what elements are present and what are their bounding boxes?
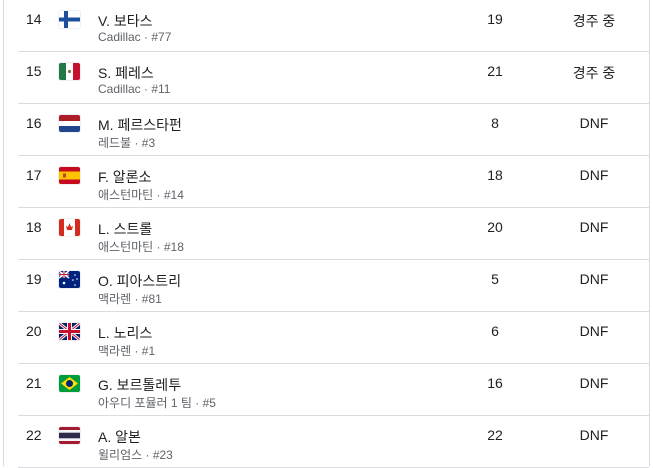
table-row[interactable]: 15 S. 페레스 Cadillac · #11 21 경주 중 xyxy=(4,52,649,104)
grid-position: 16 xyxy=(487,375,503,391)
grid-position: 20 xyxy=(487,219,503,235)
team-number: Cadillac · #77 xyxy=(98,30,172,44)
race-results-table: 14 V. 보타스 Cadillac · #77 19 경주 중 15 S. 페레… xyxy=(3,0,650,468)
race-status: DNF xyxy=(579,115,609,131)
table-row[interactable]: 21 G. 보르톨레투 아우디 포뮬러 1 팀 · #5 16 DNF xyxy=(4,364,649,416)
table-row[interactable]: 22 A. 알본 윌리엄스 · #23 22 DNF xyxy=(4,416,649,468)
table-row[interactable]: 17 F. 알론소 애스턴마틴 · #14 18 DNF xyxy=(4,156,649,208)
team-number: Cadillac · #11 xyxy=(98,82,171,96)
table-row[interactable]: 16 M. 페르스타펀 레드불 · #3 8 DNF xyxy=(4,104,649,156)
grid-position: 8 xyxy=(491,115,499,131)
uk-flag-icon xyxy=(59,323,80,340)
position: 18 xyxy=(26,219,42,235)
table-row[interactable]: 20 L. 노리스 맥라렌 · #1 6 DNF xyxy=(4,312,649,364)
mexico-flag-icon xyxy=(59,63,80,80)
finland-flag-icon xyxy=(59,11,80,28)
table-row[interactable]: 19 O. 피아스트리 맥라렌 · #81 5 DNF xyxy=(4,260,649,312)
grid-position: 18 xyxy=(487,167,503,183)
race-status: 경주 중 xyxy=(572,13,616,29)
race-status: DNF xyxy=(579,219,609,235)
race-status: DNF xyxy=(579,427,609,443)
table-row[interactable]: 18 L. 스트롤 애스턴마틴 · #18 20 DNF xyxy=(4,208,649,260)
team-number: 윌리엄스 · #23 xyxy=(98,448,173,462)
grid-position: 22 xyxy=(487,427,503,443)
position: 19 xyxy=(26,271,42,287)
driver-name[interactable]: F. 알론소 xyxy=(98,169,152,185)
canada-flag-icon xyxy=(59,219,80,236)
race-status: DNF xyxy=(579,323,609,339)
position: 20 xyxy=(26,323,42,339)
team-number: 아우디 포뮬러 1 팀 · #5 xyxy=(98,396,216,410)
team-number: 애스턴마틴 · #18 xyxy=(98,240,184,254)
position: 16 xyxy=(26,115,42,131)
australia-flag-icon xyxy=(59,271,80,288)
team-number: 애스턴마틴 · #14 xyxy=(98,188,184,202)
race-status: DNF xyxy=(579,375,609,391)
position: 14 xyxy=(26,11,42,27)
team-number: 맥라렌 · #81 xyxy=(98,292,162,306)
grid-position: 21 xyxy=(487,63,503,79)
thailand-flag-icon xyxy=(59,427,80,444)
grid-position: 5 xyxy=(491,271,499,287)
driver-name[interactable]: O. 피아스트리 xyxy=(98,273,182,289)
position: 17 xyxy=(26,167,42,183)
spain-flag-icon xyxy=(59,167,80,184)
table-row[interactable]: 14 V. 보타스 Cadillac · #77 19 경주 중 xyxy=(4,0,649,52)
race-status: DNF xyxy=(579,167,609,183)
driver-name[interactable]: L. 노리스 xyxy=(98,325,153,341)
driver-name[interactable]: G. 보르톨레투 xyxy=(98,377,182,393)
position: 21 xyxy=(26,375,42,391)
grid-position: 6 xyxy=(491,323,499,339)
netherlands-flag-icon xyxy=(59,115,80,132)
brazil-flag-icon xyxy=(59,375,80,392)
driver-name[interactable]: V. 보타스 xyxy=(98,13,153,29)
team-number: 맥라렌 · #1 xyxy=(98,344,156,358)
driver-name[interactable]: L. 스트롤 xyxy=(98,221,153,237)
race-status: DNF xyxy=(579,271,609,287)
driver-name[interactable]: A. 알본 xyxy=(98,429,141,445)
position: 15 xyxy=(26,63,42,79)
team-number: 레드불 · #3 xyxy=(98,136,156,150)
driver-name[interactable]: M. 페르스타펀 xyxy=(98,117,182,133)
grid-position: 19 xyxy=(487,11,503,27)
race-status: 경주 중 xyxy=(572,65,616,81)
driver-name[interactable]: S. 페레스 xyxy=(98,65,154,81)
position: 22 xyxy=(26,427,42,443)
